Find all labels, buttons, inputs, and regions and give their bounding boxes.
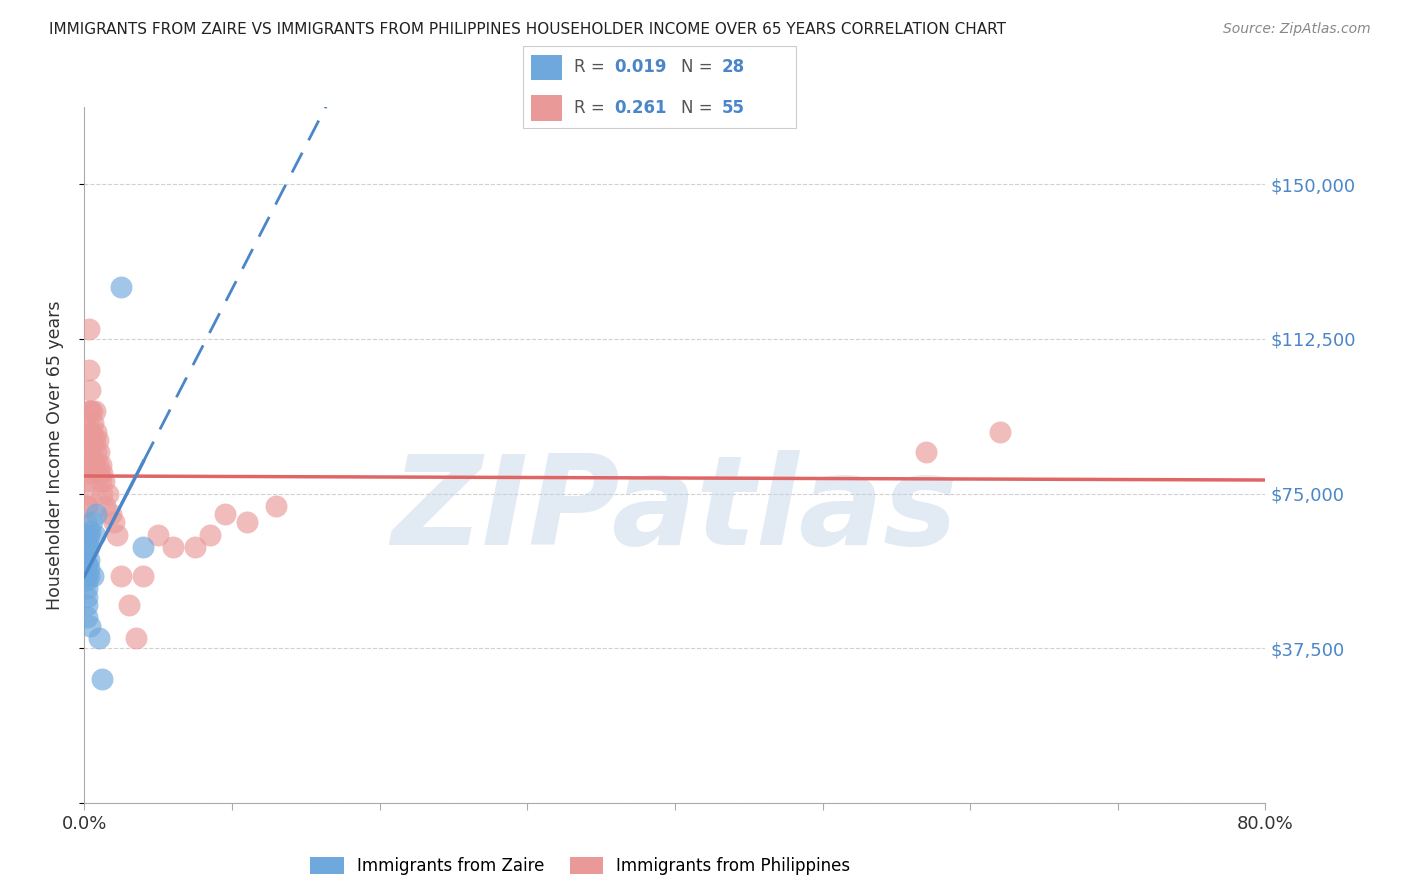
Point	[76, 544, 98, 558]
Point	[76, 486, 98, 500]
Point	[80, 425, 103, 439]
Point	[162, 540, 184, 554]
Legend: Immigrants from Zaire, Immigrants from Philippines: Immigrants from Zaire, Immigrants from P…	[304, 850, 858, 881]
Point	[86, 458, 108, 472]
Text: IMMIGRANTS FROM ZAIRE VS IMMIGRANTS FROM PHILIPPINES HOUSEHOLDER INCOME OVER 65 : IMMIGRANTS FROM ZAIRE VS IMMIGRANTS FROM…	[49, 22, 1007, 37]
Point	[84, 425, 107, 439]
Point	[79, 445, 101, 459]
Point	[184, 540, 207, 554]
Point	[84, 445, 107, 459]
Text: 55: 55	[721, 99, 744, 117]
Point	[76, 528, 98, 542]
Point	[80, 516, 103, 530]
Point	[83, 433, 105, 447]
Point	[75, 540, 97, 554]
Point	[76, 565, 98, 579]
Point	[77, 552, 100, 566]
Point	[77, 528, 100, 542]
Point	[100, 507, 122, 521]
Point	[76, 445, 98, 459]
Point	[77, 445, 100, 459]
Point	[76, 499, 98, 513]
Point	[132, 540, 155, 554]
Point	[76, 610, 98, 624]
Text: N =: N =	[681, 59, 717, 77]
Point	[103, 516, 125, 530]
Point	[91, 466, 114, 480]
Point	[76, 590, 98, 604]
Point	[76, 573, 98, 587]
Point	[110, 569, 132, 583]
Point	[83, 404, 105, 418]
Point	[79, 524, 101, 538]
Point	[91, 672, 114, 686]
Point	[86, 433, 108, 447]
Point	[93, 474, 115, 488]
Point	[79, 384, 101, 398]
Point	[214, 507, 236, 521]
Point	[91, 486, 114, 500]
Point	[80, 445, 103, 459]
Point	[76, 536, 98, 550]
Text: ZIPatlas: ZIPatlas	[392, 450, 957, 571]
Point	[77, 561, 100, 575]
Point	[89, 466, 111, 480]
Point	[118, 598, 141, 612]
Point	[77, 321, 100, 335]
Point	[79, 404, 101, 418]
Point	[77, 540, 100, 554]
Point	[77, 404, 100, 418]
Point	[80, 466, 103, 480]
Point	[75, 569, 97, 583]
Point	[82, 458, 104, 472]
FancyBboxPatch shape	[531, 54, 562, 80]
Point	[80, 404, 103, 418]
Text: 28: 28	[721, 59, 744, 77]
Point	[75, 516, 97, 530]
Point	[125, 631, 148, 645]
FancyBboxPatch shape	[523, 46, 796, 128]
Point	[914, 445, 936, 459]
Point	[82, 569, 104, 583]
Text: 0.019: 0.019	[614, 59, 666, 77]
Text: Source: ZipAtlas.com: Source: ZipAtlas.com	[1223, 22, 1371, 37]
Point	[77, 425, 100, 439]
Point	[83, 458, 105, 472]
Point	[132, 569, 155, 583]
Point	[82, 433, 104, 447]
Point	[105, 528, 128, 542]
Point	[79, 425, 101, 439]
Point	[84, 507, 107, 521]
Point	[76, 474, 98, 488]
Point	[148, 528, 170, 542]
Point	[79, 618, 101, 632]
Point	[83, 528, 105, 542]
Point	[988, 425, 1011, 439]
Text: R =: R =	[574, 59, 610, 77]
Point	[82, 417, 104, 431]
Text: R =: R =	[574, 99, 610, 117]
Point	[97, 486, 120, 500]
Point	[89, 631, 111, 645]
Point	[110, 280, 132, 294]
Point	[76, 582, 98, 596]
Point	[76, 466, 98, 480]
Point	[76, 557, 98, 571]
Point	[94, 499, 117, 513]
Point	[90, 474, 112, 488]
Point	[77, 569, 100, 583]
Point	[77, 363, 100, 377]
Text: N =: N =	[681, 99, 717, 117]
Point	[90, 458, 112, 472]
Point	[264, 499, 288, 513]
Point	[75, 557, 97, 571]
Point	[76, 598, 98, 612]
Text: 0.261: 0.261	[614, 99, 666, 117]
Point	[75, 499, 97, 513]
Point	[198, 528, 221, 542]
Point	[236, 516, 259, 530]
Point	[89, 445, 111, 459]
FancyBboxPatch shape	[531, 95, 562, 120]
Y-axis label: Householder Income Over 65 years: Householder Income Over 65 years	[45, 301, 63, 609]
